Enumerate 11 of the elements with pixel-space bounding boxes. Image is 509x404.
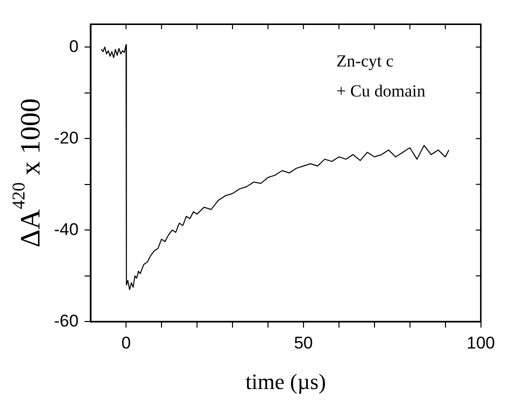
x-tick-label: 0 — [121, 333, 131, 352]
y-tick-label: -40 — [54, 220, 79, 239]
x-tick-label: 50 — [294, 333, 313, 352]
y-tick-label: -60 — [54, 311, 79, 330]
x-axis-title: time (µs) — [245, 368, 326, 394]
y-axis-title: ΔA420 x 1000 — [8, 98, 46, 248]
y-tick-label: 0 — [69, 36, 79, 56]
annotation: + Cu domain — [336, 82, 426, 101]
annotation: Zn-cyt c — [336, 52, 394, 71]
x-tick-label: 100 — [466, 333, 496, 352]
y-tick-label: -20 — [54, 128, 79, 148]
